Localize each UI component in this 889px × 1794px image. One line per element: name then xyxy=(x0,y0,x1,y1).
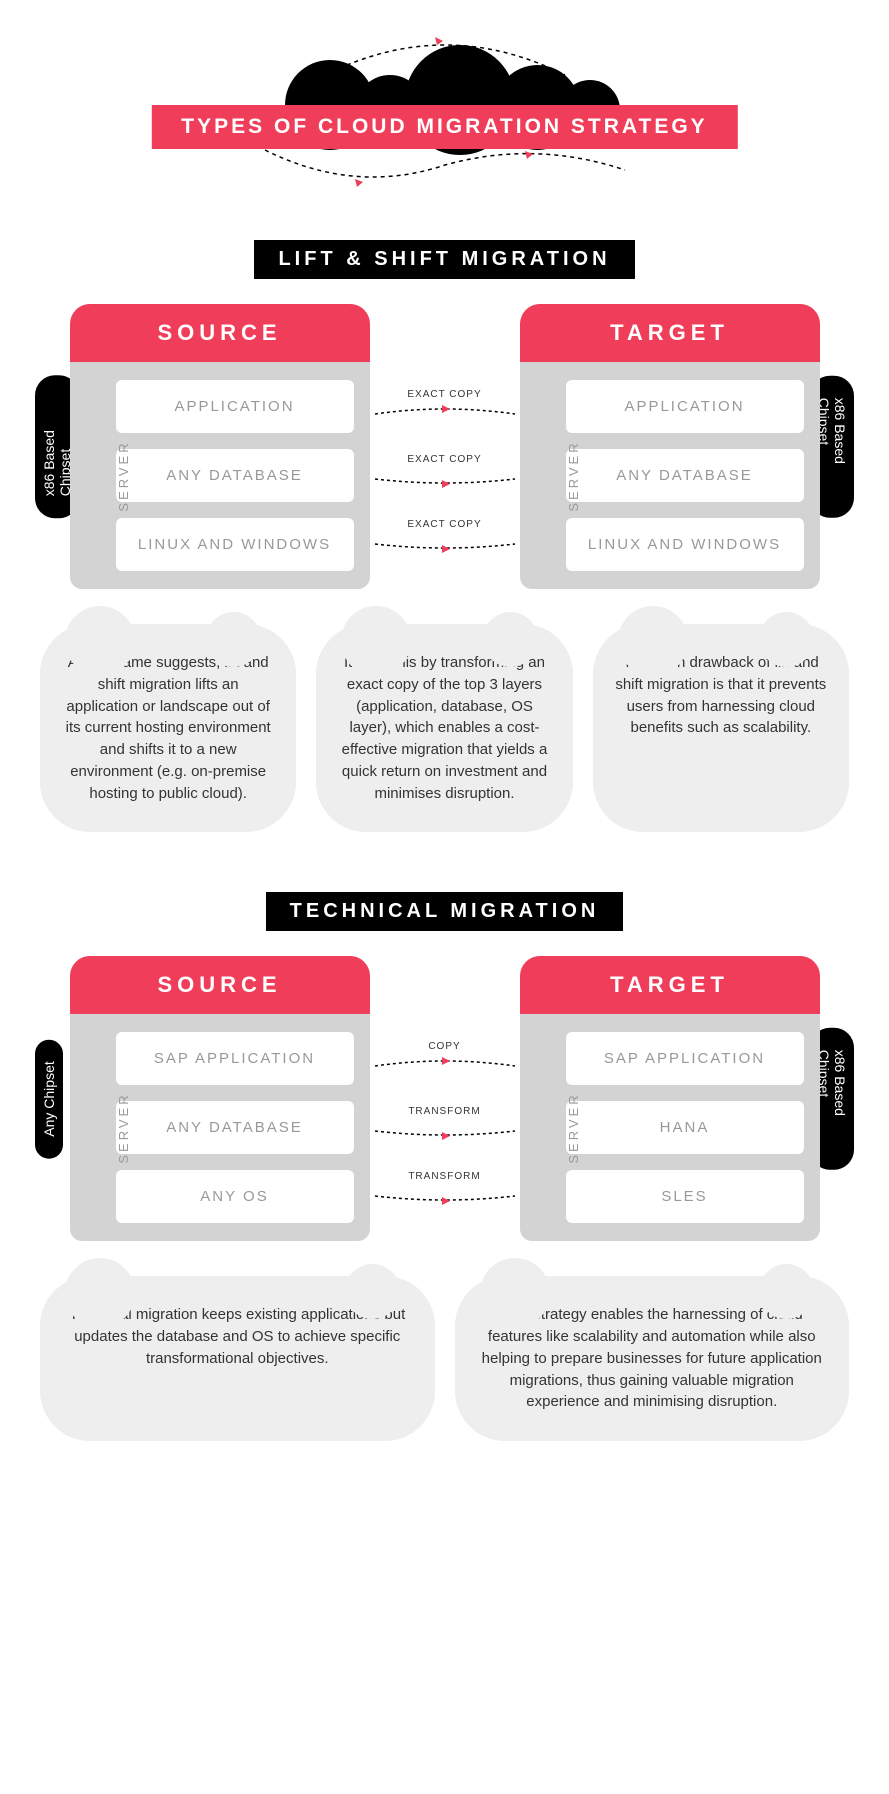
connector-label: EXACT COPY xyxy=(370,454,520,465)
section-header-lift-shift: LIFT & SHIFT MIGRATION xyxy=(254,240,634,279)
source-header: SOURCE xyxy=(70,956,370,1014)
hero: TYPES OF CLOUD MIGRATION STRATEGY xyxy=(40,20,849,210)
chipset-pill-left: Any Chipset xyxy=(35,1039,63,1158)
diagram-technical: Any Chipset x86 Based Chipset SOURCE SER… xyxy=(40,956,849,1241)
source-header: SOURCE xyxy=(70,304,370,362)
description-cloud: This strategy enables the harnessing of … xyxy=(455,1276,850,1441)
layer-box: ANY OS xyxy=(116,1170,354,1223)
connector: EXACT COPY xyxy=(370,454,520,489)
layer-box: APPLICATION xyxy=(116,380,354,433)
connector: COPY xyxy=(370,1041,520,1076)
layer-box: SLES xyxy=(566,1170,804,1223)
layer-box: LINUX AND WINDOWS xyxy=(566,518,804,571)
layer-box: HANA xyxy=(566,1101,804,1154)
connector-label: TRANSFORM xyxy=(370,1106,520,1117)
layer-box: ANY DATABASE xyxy=(566,449,804,502)
server-label: SERVER xyxy=(566,1092,581,1163)
server-label: SERVER xyxy=(566,440,581,511)
source-panel: SOURCE SERVER SAP APPLICATION ANY DATABA… xyxy=(70,956,370,1241)
layer-box: ANY DATABASE xyxy=(116,449,354,502)
diagram-lift-shift: x86 Based Chipset x86 Based Chipset SOUR… xyxy=(40,304,849,589)
layer-box: ANY DATABASE xyxy=(116,1101,354,1154)
connector: TRANSFORM xyxy=(370,1171,520,1206)
section-header-technical: TECHNICAL MIGRATION xyxy=(266,892,624,931)
description-cloud: Technical migration keeps existing appli… xyxy=(40,1276,435,1441)
description-row: As the name suggests, lift and shift mig… xyxy=(40,624,849,832)
connector-label: TRANSFORM xyxy=(370,1171,520,1182)
layer-box: SAP APPLICATION xyxy=(116,1032,354,1085)
source-panel: SOURCE SERVER APPLICATION ANY DATABASE L… xyxy=(70,304,370,589)
description-cloud: It does this by transforming an exact co… xyxy=(316,624,572,832)
layer-box: SAP APPLICATION xyxy=(566,1032,804,1085)
description-cloud: As the name suggests, lift and shift mig… xyxy=(40,624,296,832)
target-header: TARGET xyxy=(520,304,820,362)
target-panel: TARGET SERVER APPLICATION ANY DATABASE L… xyxy=(520,304,820,589)
connectors: COPY TRANSFORM TRANSFORM xyxy=(370,956,520,1241)
description-row: Technical migration keeps existing appli… xyxy=(40,1276,849,1441)
connector-label: EXACT COPY xyxy=(370,389,520,400)
connector: EXACT COPY xyxy=(370,519,520,554)
layer-box: LINUX AND WINDOWS xyxy=(116,518,354,571)
connector: EXACT COPY xyxy=(370,389,520,424)
main-title: TYPES OF CLOUD MIGRATION STRATEGY xyxy=(151,105,737,149)
arrow-dashes-bottom xyxy=(255,145,635,195)
target-panel: TARGET SERVER SAP APPLICATION HANA SLES xyxy=(520,956,820,1241)
layer-box: APPLICATION xyxy=(566,380,804,433)
connectors: EXACT COPY EXACT COPY EXACT COPY xyxy=(370,304,520,589)
description-cloud: The main drawback of lift and shift migr… xyxy=(593,624,849,832)
connector: TRANSFORM xyxy=(370,1106,520,1141)
target-header: TARGET xyxy=(520,956,820,1014)
arrow-dashes-top xyxy=(305,25,585,85)
server-label: SERVER xyxy=(116,1092,131,1163)
connector-label: COPY xyxy=(370,1041,520,1052)
server-label: SERVER xyxy=(116,440,131,511)
connector-label: EXACT COPY xyxy=(370,519,520,530)
